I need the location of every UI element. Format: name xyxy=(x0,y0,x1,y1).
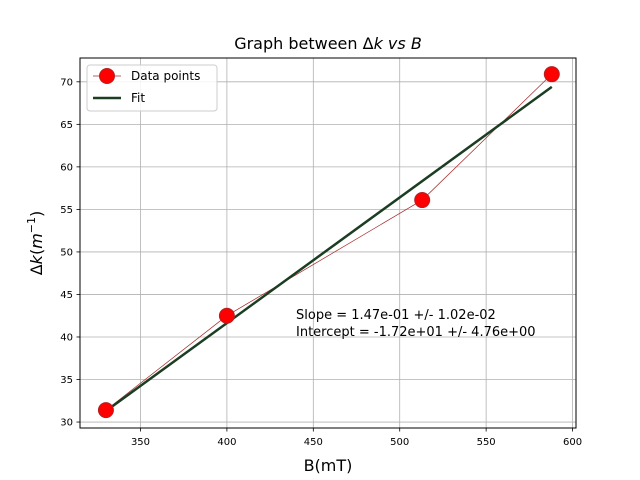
plot-frame xyxy=(79,57,577,429)
y-axis-title-k: k xyxy=(27,254,46,264)
y-tick-label: 35 xyxy=(60,375,73,386)
data-point xyxy=(97,402,114,419)
legend-data-points-label: Data points xyxy=(131,69,200,83)
x-tick-label: 600 xyxy=(563,437,582,448)
y-axis-title: Δk(m−1) xyxy=(25,211,46,276)
y-axis-title-m: m xyxy=(27,233,46,249)
y-tick-label: 65 xyxy=(60,120,73,131)
legend-box xyxy=(86,64,218,112)
legend: Data points Fit xyxy=(86,64,218,112)
chart-title-b: B xyxy=(411,34,422,53)
x-axis-title: B(mT) xyxy=(304,456,353,475)
chart-title: Graph between Δk vs B xyxy=(234,34,422,53)
y-axis-title-delta: Δ xyxy=(27,264,46,275)
y-axis-title-open: ( xyxy=(27,249,46,255)
fit-line xyxy=(105,85,553,412)
legend-data-points-marker xyxy=(99,68,115,84)
y-tick-label: 40 xyxy=(60,332,73,343)
data-point xyxy=(543,66,560,83)
data-point xyxy=(414,192,431,209)
y-tick-label: 45 xyxy=(60,290,73,301)
y-tick-label: 50 xyxy=(60,247,73,258)
y-tick-label: 30 xyxy=(60,418,73,429)
x-tick-label: 450 xyxy=(304,437,323,448)
chart-title-lead: Graph between Δ xyxy=(234,34,373,53)
legend-fit-label: Fit xyxy=(131,91,145,105)
slope-annotation: Slope = 1.47e-01 +/- 1.02e-02 xyxy=(296,308,496,323)
x-tick-label: 350 xyxy=(131,437,150,448)
data-point xyxy=(218,307,235,324)
x-tick-label: 400 xyxy=(217,437,236,448)
plot-series xyxy=(97,66,560,419)
chart-title-k: k xyxy=(374,34,384,53)
chart-title-vs: vs xyxy=(383,34,411,53)
y-tick-label: 70 xyxy=(60,77,73,88)
y-axis-title-close: ) xyxy=(27,211,46,217)
x-tick-label: 550 xyxy=(477,437,496,448)
y-tick-label: 55 xyxy=(60,205,73,216)
data-points-connector-line xyxy=(105,73,553,411)
axis-ticks: 350 400 450 500 550 600 30 35 40 45 50 55 60 65 70 xyxy=(60,77,582,448)
y-axis-title-sup: −1 xyxy=(25,217,38,233)
x-tick-label: 500 xyxy=(390,437,409,448)
y-tick-label: 60 xyxy=(60,162,73,173)
intercept-annotation: Intercept = -1.72e+01 +/- 4.76e+00 xyxy=(296,325,536,340)
